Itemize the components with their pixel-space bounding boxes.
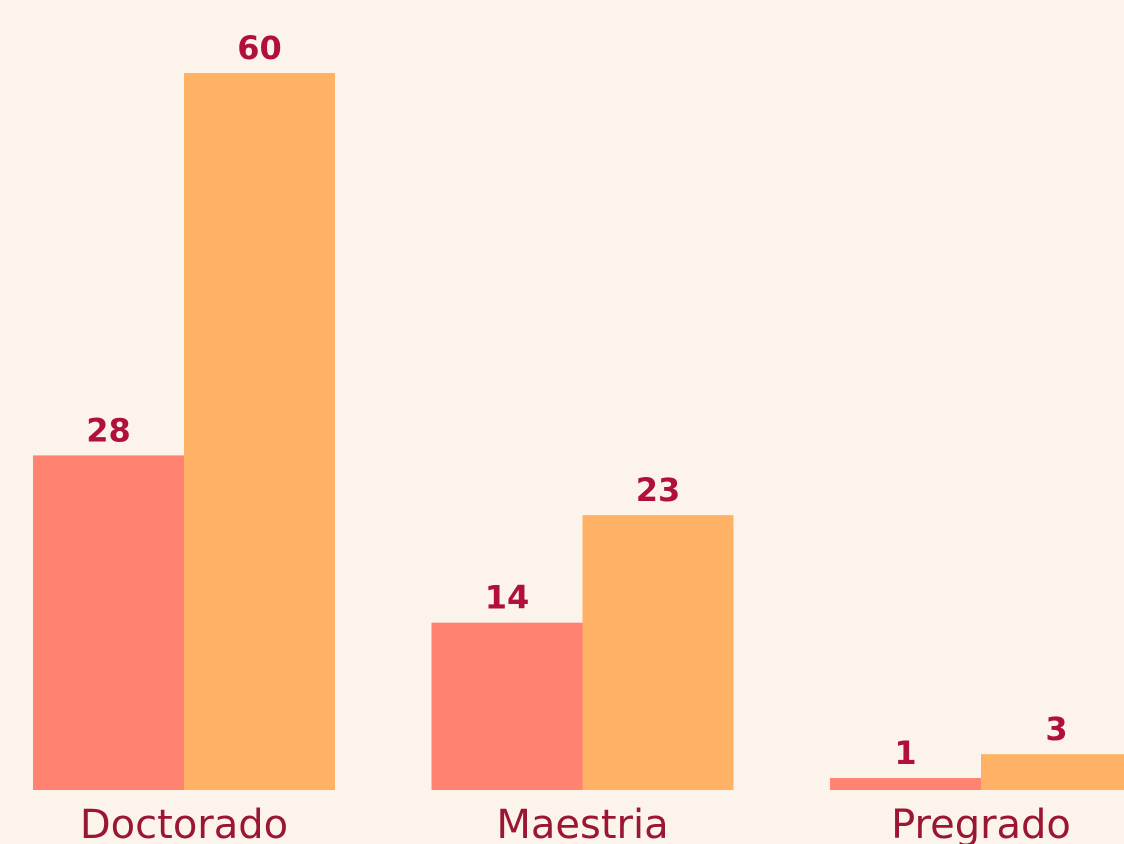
x-tick-label: Maestria (496, 802, 668, 844)
value-label: 28 (86, 411, 131, 449)
x-tick-label: Pregrado (891, 802, 1071, 844)
bar (431, 622, 583, 790)
value-label: 1 (894, 734, 916, 772)
bar (981, 754, 1124, 790)
bar (582, 515, 734, 790)
value-label: 60 (237, 29, 282, 67)
bar (830, 778, 981, 790)
bar (33, 455, 184, 790)
value-label: 23 (636, 471, 681, 509)
bar (184, 73, 335, 790)
value-label: 3 (1045, 710, 1067, 748)
x-tick-label: Doctorado (80, 802, 288, 844)
value-label: 14 (485, 579, 530, 617)
